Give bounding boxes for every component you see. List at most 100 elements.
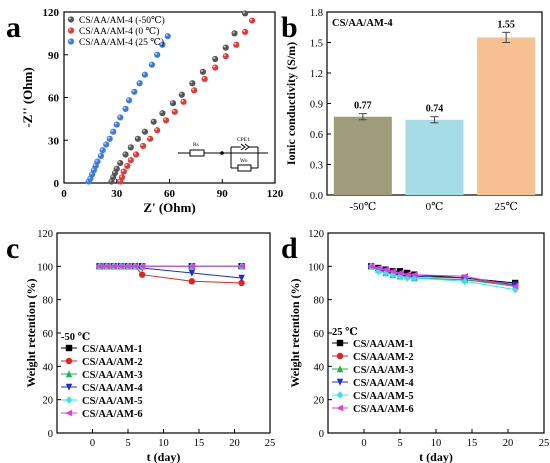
legend-label: CS/AA/AM-3 [82, 370, 143, 381]
data-point-highlight [98, 153, 102, 157]
data-point-highlight [155, 52, 158, 55]
series-cs-aa-am-6 [95, 263, 245, 270]
y-tick-label: 0.3 [310, 161, 323, 172]
y-tick-label: 1.5 [310, 39, 323, 50]
data-point-highlight [243, 29, 246, 33]
series-cs-aa-am-6 [367, 263, 519, 290]
x-tick-label: 30 [111, 188, 123, 200]
x-tick-label: 5 [397, 438, 402, 449]
data-point [118, 174, 126, 181]
x-axis-label: t (day) [419, 450, 453, 463]
data-point-highlight [111, 129, 114, 132]
data-point [512, 285, 519, 294]
data-point-highlight [179, 92, 182, 95]
data-point [120, 168, 127, 175]
panel-letter-a: a [6, 11, 21, 44]
bar-50 [333, 116, 392, 195]
data-point [249, 17, 256, 24]
panel-letter-c: c [6, 232, 19, 265]
panel-c-weight-retention-minus50: 0 5 10 15 20 25 0 20 40 60 80 100 120 t (day) Weight r… [24, 229, 275, 463]
data-point [375, 267, 382, 276]
y-axis-label: Ionic conductivity (S/m) [284, 42, 298, 165]
legend-marker [336, 391, 344, 399]
data-point [212, 55, 219, 63]
x-axis-label: Z' (Ohm) [143, 200, 195, 215]
data-point [113, 165, 120, 172]
data-point [124, 162, 131, 169]
legend-marker [67, 16, 75, 23]
legend-marker [67, 27, 75, 34]
rs-label: Rs [193, 142, 199, 148]
data-point-highlight [223, 45, 226, 48]
data-point-highlight [111, 175, 114, 178]
data-point-highlight [151, 119, 154, 122]
data-point [191, 87, 198, 94]
x-tick-label: 20 [503, 438, 514, 449]
data-point-highlight [114, 122, 117, 125]
data-point-highlight [160, 42, 163, 45]
data-point [242, 28, 249, 36]
legend-marker [336, 404, 344, 412]
x-tick-label: 60 [164, 188, 176, 200]
data-point [222, 44, 229, 51]
legend-label: CS/AA/AM-2 [82, 357, 143, 368]
bar-0 [405, 119, 464, 195]
data-point-highlight [155, 128, 158, 131]
data-point-highlight [202, 76, 205, 80]
series-cs-aa-am-4-25 [85, 33, 171, 185]
data-point-highlight [118, 179, 121, 182]
data-point-highlight [100, 148, 103, 151]
data-point-highlight [88, 176, 91, 179]
data-point-highlight [126, 98, 130, 101]
temperature-annotation: 25 ℃ [332, 327, 358, 338]
y-axis-label: -Z'' (Ohm) [20, 67, 35, 127]
data-point [131, 88, 138, 95]
data-point-highlight [141, 143, 144, 147]
data-point [159, 110, 166, 117]
data-point [99, 147, 106, 154]
data-point-highlight [128, 158, 131, 161]
legend-marker [65, 383, 73, 391]
y-tick-label: 40 [43, 362, 54, 373]
data-point-highlight [172, 109, 175, 112]
data-point-highlight [163, 118, 167, 121]
legend-label: CS/AA/AM-4 [82, 383, 143, 394]
bar-25 [477, 37, 536, 195]
y-tick-label: 1.8 [310, 8, 323, 19]
data-point [188, 263, 196, 270]
data-point [162, 117, 170, 124]
data-point [171, 108, 178, 115]
data-point-highlight [109, 179, 112, 182]
legend-label: CS/AA/AM-4 (25 ℃) [79, 37, 164, 48]
x-tick-label: -50℃ [349, 201, 376, 213]
legend-marker-highlight [68, 17, 72, 20]
data-point-highlight [142, 72, 145, 75]
data-point-highlight [142, 129, 145, 132]
legend-marker-highlight [68, 28, 72, 31]
data-point [154, 127, 161, 134]
y-tick-label: 80 [43, 296, 54, 307]
data-point [148, 61, 156, 68]
data-point [374, 264, 382, 272]
data-point [164, 33, 171, 40]
y-tick-label: 60 [48, 93, 60, 105]
data-point-highlight [232, 31, 235, 34]
data-point-highlight [93, 163, 96, 166]
y-tick-label: 100 [37, 262, 53, 273]
data-point-highlight [223, 54, 226, 57]
y-tick-label: 80 [314, 296, 325, 307]
data-point [189, 80, 196, 87]
data-point [222, 53, 229, 60]
y-axis-label: Weight retention (%) [288, 278, 302, 387]
x-tick-label: 0 [361, 438, 366, 449]
legend-label: CS/AA/AM-4 [353, 378, 414, 389]
data-point [461, 277, 468, 286]
x-tick-label: 15 [194, 438, 205, 449]
x-tick-label: 0 [90, 438, 95, 449]
data-point [131, 263, 139, 270]
data-point [102, 263, 110, 270]
data-point [139, 271, 146, 278]
data-point [113, 121, 120, 128]
data-point [140, 142, 147, 150]
